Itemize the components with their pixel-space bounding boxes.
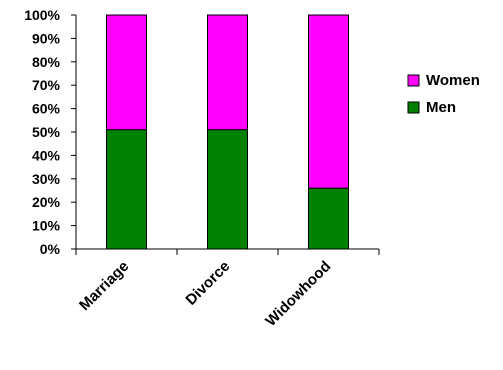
bar-men-divorce — [207, 129, 248, 250]
y-tick-label: 20% — [32, 194, 61, 210]
y-tick-label: 80% — [32, 54, 61, 70]
legend-label-men: Men — [426, 99, 456, 116]
bar-women-marriage — [106, 14, 147, 131]
bars-group — [106, 14, 349, 250]
y-tick-label: 0% — [40, 241, 61, 257]
x-tick-label: Widowhood — [262, 258, 334, 330]
bar-women-divorce — [207, 14, 248, 131]
y-tick-label: 40% — [32, 147, 61, 163]
y-tick-group: 0% 10% 20% 30% 40% 50% 60% 70% 80% 90% 100% — [24, 7, 76, 257]
y-tick-label: 30% — [32, 171, 61, 187]
y-tick-label: 60% — [32, 101, 61, 117]
legend-label-women: Women — [426, 72, 480, 89]
bar-men-widowhood — [308, 187, 349, 250]
y-tick-label: 50% — [32, 124, 61, 140]
x-label-group: Marriage Divorce Widowhood — [76, 258, 334, 330]
y-tick-label: 90% — [32, 30, 61, 46]
legend-swatch-women — [407, 74, 420, 87]
x-tick-label: Marriage — [76, 258, 132, 314]
legend: Women Men — [407, 72, 480, 116]
x-tick-label: Divorce — [182, 258, 233, 309]
bar-women-widowhood — [308, 14, 349, 189]
y-tick-label: 100% — [24, 7, 60, 23]
y-tick-label: 70% — [32, 77, 61, 93]
y-tick-label: 10% — [32, 218, 61, 234]
legend-swatch-men — [407, 101, 420, 114]
x-tick-group — [75, 249, 380, 255]
bar-men-marriage — [106, 129, 147, 250]
